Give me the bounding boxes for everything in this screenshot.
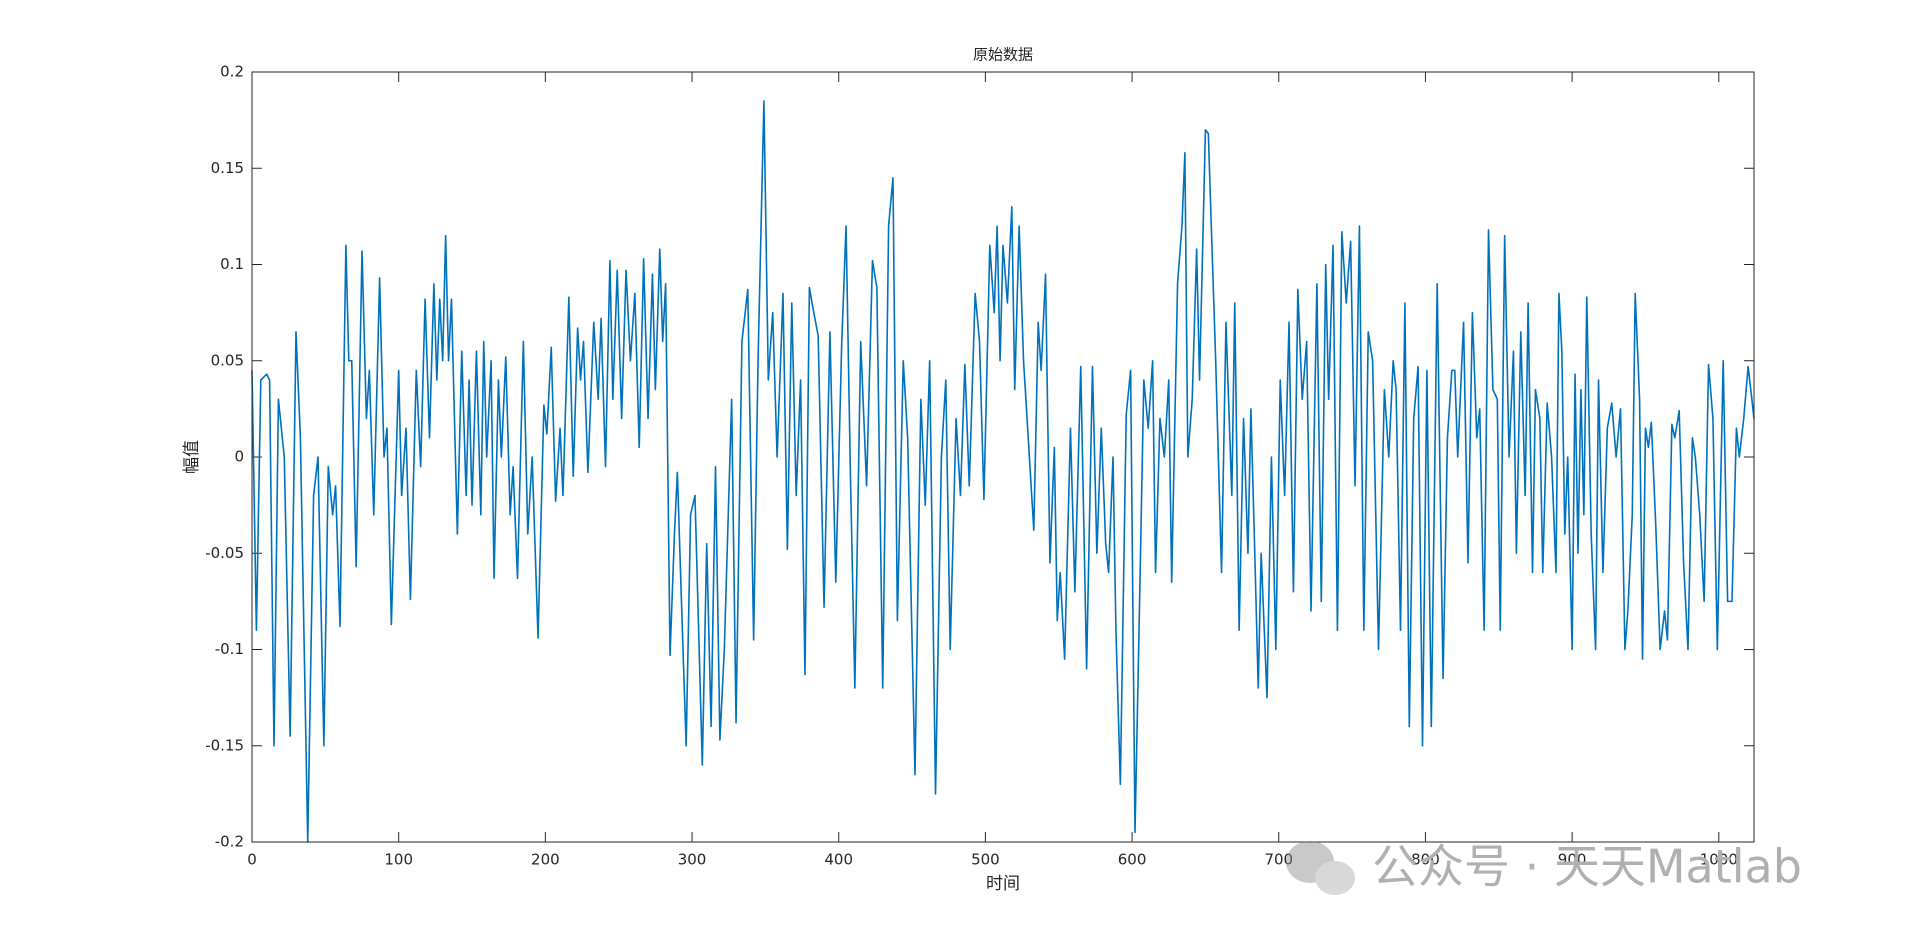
x-tick-label: 400 [824,851,853,869]
x-axis-label: 时间 [986,874,1020,894]
icon-bubble [1286,841,1334,883]
x-tick-label: 300 [678,851,707,869]
x-tick-label: 0 [247,851,257,869]
x-tick-label: 900 [1558,851,1587,869]
x-tick-label: 600 [1118,851,1147,869]
y-tick-label: 0 [234,448,244,466]
y-tick-label: -0.15 [205,736,244,754]
y-axis-label: 幅值 [182,440,202,474]
x-tick-label: 1000 [1700,851,1738,869]
y-tick-label: -0.2 [215,833,244,851]
x-tick-label: 200 [531,851,560,869]
y-tick-label: -0.05 [205,544,244,562]
icon-bubble [1315,861,1355,895]
watermark-icon [1286,841,1355,895]
y-tick-label: 0.2 [220,63,244,81]
watermark: 公众号 · 天天Matlab [1372,840,1802,894]
x-tick-label: 800 [1411,851,1440,869]
chart-title: 原始数据 [973,46,1033,64]
axes-box [251,71,1755,843]
y-tick-label: 0.15 [211,159,244,177]
x-tick-label: 100 [384,851,413,869]
y-tick-label: 0.05 [211,351,244,369]
y-tick-label: -0.1 [215,640,244,658]
data-line [251,100,1755,843]
x-tick-label: 500 [971,851,1000,869]
y-tick-label: 0.1 [220,255,244,273]
x-tick-label: 700 [1264,851,1293,869]
